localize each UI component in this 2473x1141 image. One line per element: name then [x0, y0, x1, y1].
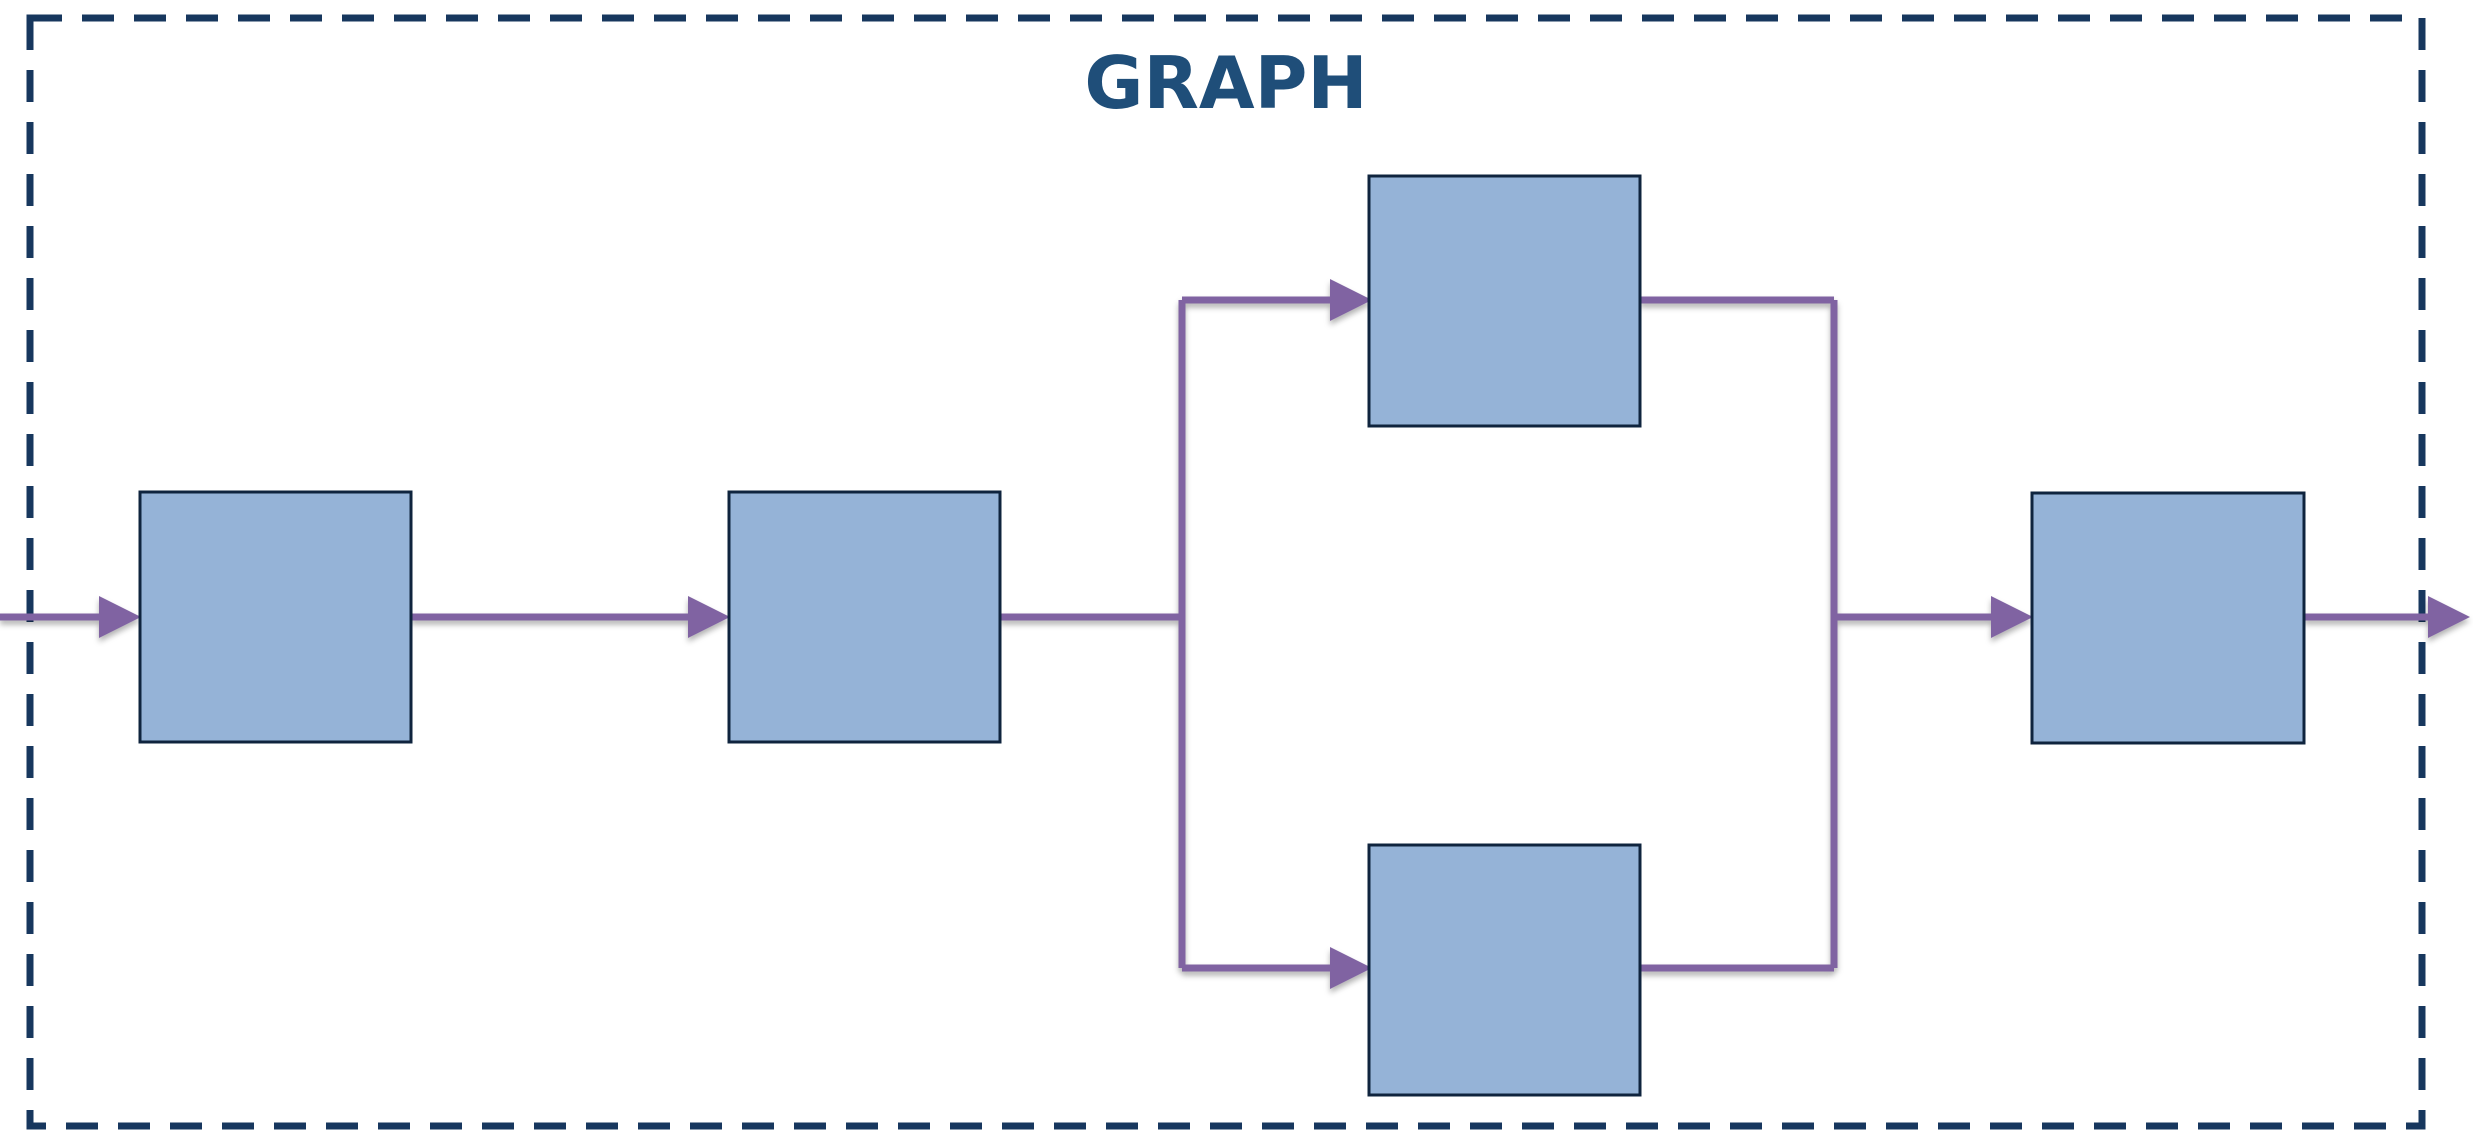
node-1 — [138, 490, 413, 744]
graph-boundary — [26, 14, 2426, 1130]
node-1-box — [138, 490, 413, 744]
node-3-top-box — [1367, 174, 1642, 428]
edges — [0, 279, 2470, 989]
node-3-bottom — [1367, 843, 1642, 1097]
nodes — [138, 174, 2306, 1097]
node-3-bottom-box — [1367, 843, 1642, 1097]
node-2-box — [727, 490, 1002, 744]
node-4-box — [2030, 491, 2306, 745]
node-4 — [2030, 491, 2306, 745]
node-3-top — [1367, 174, 1642, 428]
graph-title: GRAPH — [1084, 41, 1367, 125]
node-2 — [727, 490, 1002, 744]
